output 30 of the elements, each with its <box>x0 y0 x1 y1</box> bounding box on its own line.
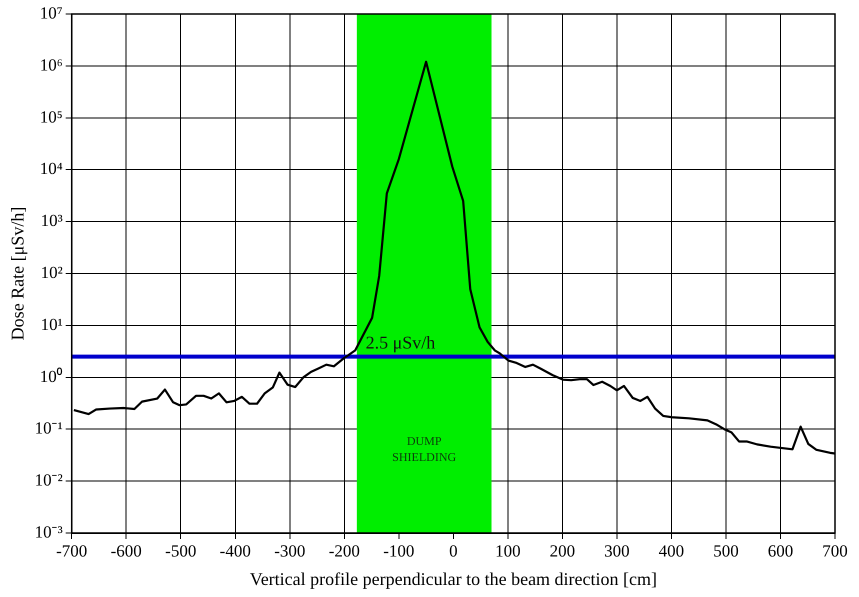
x-tick-label: -200 <box>328 542 360 561</box>
x-tick-label: 0 <box>449 542 458 561</box>
y-axis-title: Dose Rate [μSv/h] <box>8 206 28 340</box>
y-tick-label: 10⁷ <box>40 3 63 22</box>
y-tick-label: 10⁻² <box>34 470 63 490</box>
y-tick-label: 10⁶ <box>40 55 63 74</box>
x-tick-label: 200 <box>550 542 576 561</box>
y-tick-label: 10⁻³ <box>34 522 63 542</box>
x-tick-label: -600 <box>110 542 142 561</box>
y-tick-label: 10² <box>40 262 63 282</box>
y-tick-label: 10⁵ <box>40 107 63 126</box>
x-tick-label: 700 <box>822 542 848 561</box>
y-tick-label: 10³ <box>40 211 63 230</box>
x-tick-label: -700 <box>56 542 88 561</box>
y-tick-label: 10⁻¹ <box>34 418 63 438</box>
band-label: DUMP SHIELDING <box>392 434 457 464</box>
ref-line-label: 2.5 μSv/h <box>366 332 436 352</box>
x-tick-label: 400 <box>658 542 684 561</box>
x-axis-title: Vertical profile perpendicular to the beam direction [cm] <box>250 568 658 589</box>
x-tick-label: 100 <box>495 542 521 561</box>
x-tick-label: -500 <box>165 542 196 561</box>
y-tick-label: 10⁰ <box>40 366 63 386</box>
x-tick-label: -300 <box>274 542 306 561</box>
y-tick-label: 10¹ <box>40 314 63 334</box>
x-tick-label: 600 <box>768 542 794 561</box>
x-tick-label: -100 <box>383 542 414 561</box>
x-tick-label: -400 <box>220 542 251 561</box>
x-tick-label: 500 <box>713 542 739 561</box>
x-tick-label: 300 <box>604 542 630 561</box>
y-tick-label: 10⁴ <box>40 159 63 178</box>
